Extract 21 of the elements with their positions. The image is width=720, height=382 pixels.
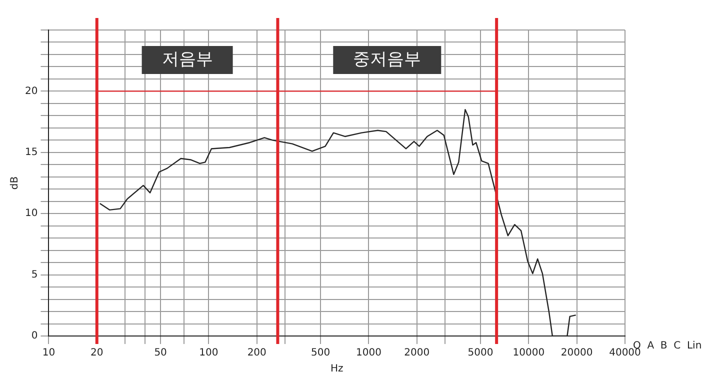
x-tick-label: 100 [199,348,218,359]
y-tick-label: 20 [24,86,38,97]
y-tick-label: 5 [31,269,38,280]
y-axis-title: dB [10,176,21,190]
x-tick-label: 40000 [609,348,641,359]
y-tick-label: 10 [24,208,38,220]
y-tick-label: 0 [31,330,38,342]
annotation: 저음부 [162,49,213,70]
x-tick-label: 1000 [356,348,382,359]
x-tick-label: 2000 [404,348,430,359]
x-tick-label: 10 [42,348,56,359]
annotation: 중저음부 [353,49,422,70]
x-tick-label: 20000 [560,348,593,359]
x-tick-label: 50 [154,348,167,359]
x-tick-label: 5000 [468,348,494,359]
x-tick-label: 200 [247,348,266,359]
x-axis-title: Hz [330,364,344,375]
x-tick-label: 10000 [512,348,545,359]
x-tick-label: 500 [310,348,330,359]
x-tick-label: 20 [90,348,104,359]
y-tick-label: 15 [24,146,38,158]
